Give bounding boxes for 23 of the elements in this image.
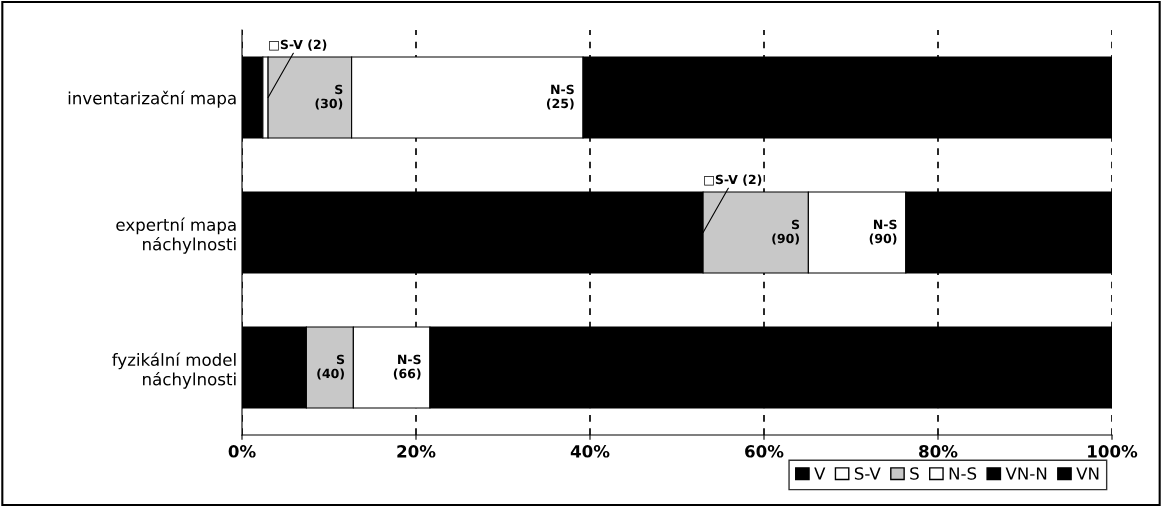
x-tick-label: 40% xyxy=(570,445,610,458)
y-tick-label: inventarizační mapa xyxy=(68,90,236,108)
x-tick-label: 20% xyxy=(397,445,436,458)
x-tick-label: 0% xyxy=(228,445,256,458)
annotation: □S-V (2) xyxy=(269,39,327,51)
legend-label: N-S xyxy=(949,467,977,480)
legend-label: S-V xyxy=(854,467,881,480)
annotation: S (40) xyxy=(317,354,345,380)
y-tick-label: fyzikální model náchylnosti xyxy=(112,352,236,389)
legend-label: V xyxy=(814,467,826,480)
legend-label: VN-N xyxy=(1005,467,1047,480)
annotation: S (90) xyxy=(772,219,800,245)
annotation: N-S (66) xyxy=(393,354,421,380)
annotation: N-S (90) xyxy=(869,219,897,245)
y-tick-label: expertní mapa náchylnosti xyxy=(116,217,236,254)
annotation: □S-V (2) xyxy=(704,174,762,186)
legend-label: VN xyxy=(1076,467,1099,480)
x-tick-label: 60% xyxy=(745,445,784,458)
annotation: S (30) xyxy=(315,84,343,110)
annotation: N-S (25) xyxy=(546,84,574,110)
x-tick-label: 100% xyxy=(1088,445,1138,458)
legend-label: S xyxy=(910,467,919,480)
x-tick-label: 80% xyxy=(919,445,958,458)
